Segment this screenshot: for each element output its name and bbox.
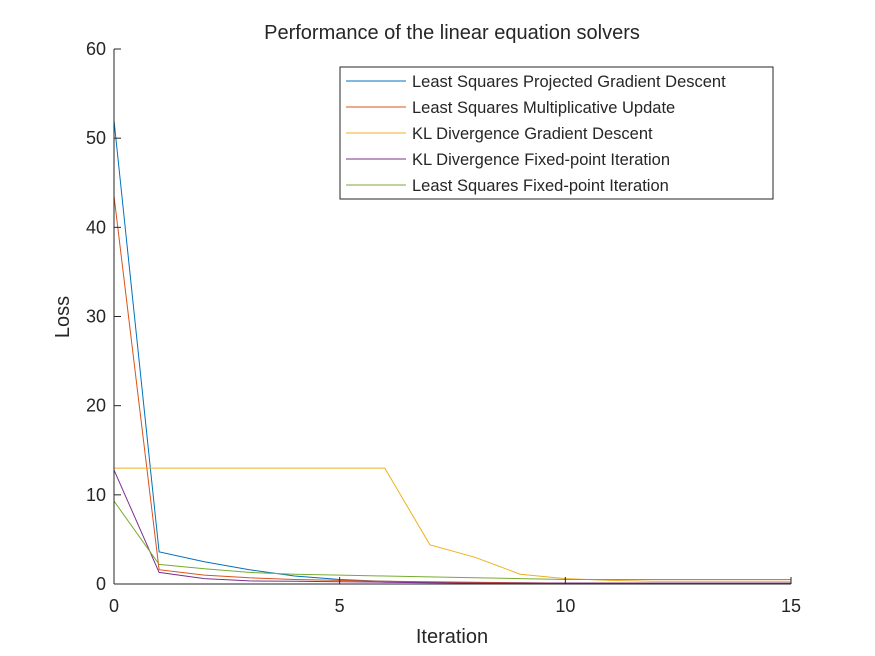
y-tick-label: 20 — [86, 396, 106, 416]
y-tick-label: 40 — [86, 217, 106, 237]
series-line-3 — [114, 467, 791, 582]
y-tick-label: 60 — [86, 39, 106, 59]
legend: Least Squares Projected Gradient Descent… — [339, 66, 774, 200]
y-tick-label: 50 — [86, 128, 106, 148]
legend-box — [339, 66, 774, 200]
legend-label-3: KL Divergence Gradient Descent — [412, 125, 653, 143]
x-tick-label: 0 — [109, 596, 119, 616]
y-tick-label: 30 — [86, 307, 106, 327]
x-tick-label: 15 — [781, 596, 801, 616]
y-tick-label: 10 — [86, 485, 106, 505]
series-line-4 — [113, 469, 791, 584]
legend-label-2: Least Squares Multiplicative Update — [412, 99, 675, 117]
legend-label-4: KL Divergence Fixed-point Iteration — [412, 151, 670, 169]
legend-label-1: Least Squares Projected Gradient Descent — [412, 73, 726, 91]
series-line-5 — [113, 500, 791, 580]
series-layer — [113, 120, 791, 584]
y-tick-label: 0 — [96, 574, 106, 594]
chart-title: Performance of the linear equation solve… — [264, 22, 640, 44]
x-tick-label: 10 — [555, 596, 575, 616]
x-tick-label: 5 — [335, 596, 345, 616]
x-axis-label: Iteration — [416, 626, 488, 648]
legend-label-5: Least Squares Fixed-point Iteration — [412, 177, 669, 195]
axes: 0 5 10 15 0 10 20 30 40 50 60 — [86, 39, 801, 616]
y-axis-label: Loss — [52, 296, 74, 338]
